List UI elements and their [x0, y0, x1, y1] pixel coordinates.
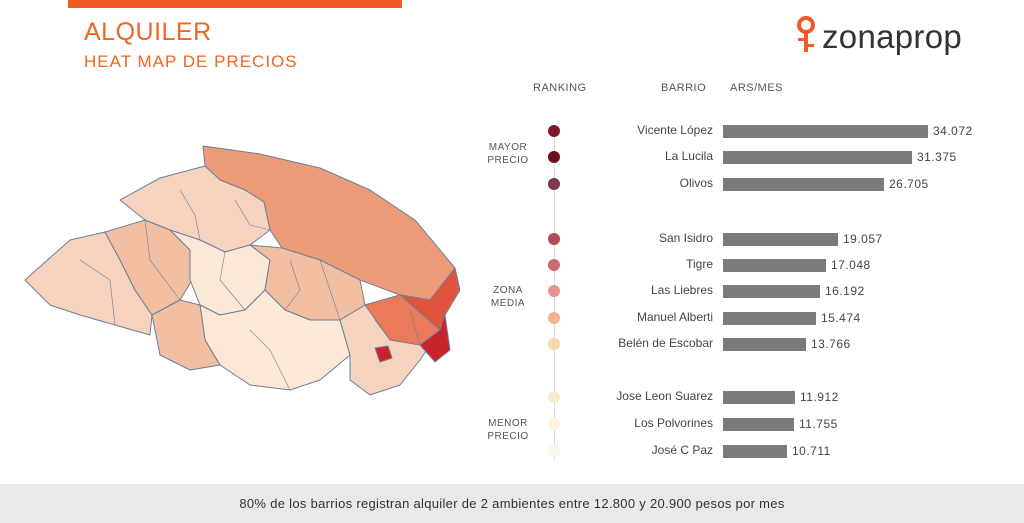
- rank-dot: [548, 178, 560, 190]
- barrio-label: Las Liebres: [650, 283, 713, 297]
- barrio-label: Tigre: [686, 257, 713, 271]
- rank-dot: [548, 233, 560, 245]
- price-bar: [723, 445, 787, 458]
- price-value-label: 26.705: [889, 177, 929, 191]
- group-label-low-line1: MENOR: [488, 418, 528, 429]
- price-bar: [723, 259, 826, 272]
- price-value-label: 11.755: [799, 417, 838, 431]
- rank-dot: [548, 391, 560, 403]
- rank-dot: [548, 445, 560, 457]
- group-label-mid-line1: ZONA: [493, 285, 523, 296]
- price-bar: [723, 125, 928, 138]
- price-value-label: 19.057: [843, 232, 883, 246]
- logo-wordmark: zonaprop: [822, 18, 963, 55]
- rank-dot: [548, 312, 560, 324]
- price-bar: [723, 312, 816, 325]
- rank-dot: [548, 151, 560, 163]
- barrio-label: San Isidro: [658, 231, 713, 245]
- group-label-high-line2: PRECIO: [487, 155, 529, 166]
- barrio-label: Jose Leon Suarez: [616, 389, 713, 403]
- rank-dot: [548, 259, 560, 271]
- group-label-low-line2: PRECIO: [487, 431, 529, 442]
- group-label-mid: ZONA MEDIA: [476, 284, 540, 310]
- price-value-label: 13.766: [811, 337, 851, 351]
- price-bar: [723, 178, 884, 191]
- rank-dot: [548, 338, 560, 350]
- page-subtitle: HEAT MAP DE PRECIOS: [84, 52, 298, 71]
- rank-dot: [548, 125, 560, 137]
- price-bar: [723, 233, 838, 246]
- accent-bar: [68, 0, 402, 8]
- map-region-coast-3: [419, 314, 451, 363]
- price-value-label: 31.375: [917, 150, 957, 164]
- price-bar: [723, 151, 912, 164]
- price-bar: [723, 418, 794, 431]
- price-value-label: 10.711: [792, 444, 831, 458]
- footer-bar: 80% de los barrios registran alquiler de…: [0, 484, 1024, 523]
- price-value-label: 15.474: [821, 311, 861, 325]
- col-header-ranking: RANKING: [533, 82, 587, 94]
- price-value-label: 34.072: [933, 124, 973, 138]
- price-value-label: 17.048: [831, 258, 871, 272]
- map-region-small: [374, 345, 393, 363]
- group-label-mid-line2: MEDIA: [490, 298, 526, 309]
- map-region-southwest: [151, 299, 221, 371]
- col-header-barrio: BARRIO: [661, 82, 707, 94]
- group-label-high: MAYOR PRECIO: [476, 141, 540, 167]
- barrio-label: La Lucila: [664, 149, 713, 163]
- price-value-label: 11.912: [800, 390, 839, 404]
- map-region-west-center: [104, 219, 193, 316]
- barrio-label: Belén de Escobar: [618, 336, 713, 350]
- price-bar: [723, 338, 806, 351]
- pin-icon: [797, 16, 815, 52]
- zonaprop-logo: zonaprop: [795, 14, 995, 60]
- heat-map: [24, 145, 460, 396]
- footer-note: 80% de los barrios registran alquiler de…: [239, 496, 785, 511]
- group-label-low: MENOR PRECIO: [476, 417, 540, 443]
- price-value-label: 16.192: [825, 284, 865, 298]
- price-bar: [723, 285, 820, 298]
- rank-dot: [548, 285, 560, 297]
- page-title: ALQUILER: [84, 18, 212, 46]
- barrio-label: José C Paz: [651, 443, 713, 457]
- barrio-label: Olivos: [679, 176, 713, 190]
- group-label-high-line1: MAYOR: [488, 142, 528, 153]
- col-header-price: ARS/MES: [730, 82, 784, 94]
- barrio-label: Los Polvorines: [634, 416, 713, 430]
- barrio-label: Vicente López: [637, 123, 713, 137]
- rank-dot: [548, 418, 560, 430]
- barrio-label: Manuel Alberti: [636, 310, 713, 324]
- price-bar: [723, 391, 795, 404]
